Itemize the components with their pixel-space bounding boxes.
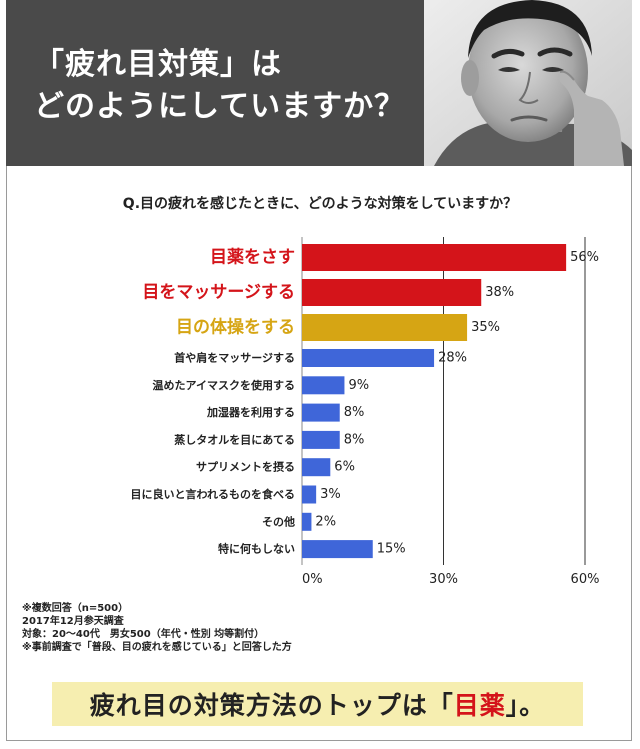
value-label-1: 38% [485,285,514,300]
category-label-8: 目に良いと言われるものを食べる [131,487,295,501]
conclusion-suffix: 」。 [505,691,546,720]
page-title: 「疲れ目対策」は どのようにしていますか？ [34,44,405,128]
category-label-2: 目の体操をする [176,317,295,338]
header-banner: 「疲れ目対策」は どのようにしていますか？ [6,0,632,166]
x-tick-label-1: 30% [429,572,458,587]
value-label-6: 8% [344,432,365,447]
conclusion-prefix: 疲れ目の対策方法のトップは「 [89,691,454,720]
title-line-1: 「疲れ目対策」は [34,47,282,82]
bar-7 [302,458,331,477]
x-tick-label-0: 0% [302,572,323,587]
bar-10 [302,540,373,559]
note-line: ※複数回答（n=500） [22,603,129,614]
value-label-0: 56% [570,250,599,265]
value-label-8: 3% [320,487,341,502]
bar-9 [302,512,312,531]
value-label-5: 8% [344,405,365,420]
category-label-3: 首や肩をマッサージする [174,351,295,365]
category-label-4: 温めたアイマスクを使用する [153,378,295,392]
value-label-2: 35% [471,320,500,335]
category-label-10: 特に何もしない [218,542,295,556]
chart-value-labels: 56% 38% 35% 28% 9% 8% 8% 6% 3% 2% 15% [315,250,599,557]
chart-category-labels: 目薬をさす目をマッサージする目の体操をする首や肩をマッサージする温めたアイマスク… [131,248,295,556]
bar-6 [302,430,340,449]
category-label-7: サプリメントを摂る [196,460,295,474]
bar-3 [302,349,435,367]
note-line: 2017年12月参天調査 [22,616,124,627]
bar-5 [302,403,340,422]
category-label-0: 目薬をさす [210,248,295,268]
man-rubbing-eye-photo [424,0,632,166]
bar-chart: 目薬をさす目をマッサージする目の体操をする首や肩をマッサージする温めたアイマスク… [131,237,599,587]
value-label-7: 6% [334,460,355,475]
category-label-5: 加湿器を利用する [206,405,295,419]
survey-question: Q.目の疲れを感じたときに、どのような対策をしていますか？ [122,196,518,212]
chart-bars [302,244,567,559]
category-label-1: 目をマッサージする [142,283,295,303]
value-label-10: 15% [377,542,406,557]
bar-1 [302,279,482,306]
value-label-3: 28% [438,351,467,366]
value-label-9: 2% [315,514,336,529]
bar-4 [302,376,345,395]
conclusion-banner: 疲れ目の対策方法のトップは「 目薬」。 [52,682,583,726]
bar-2 [302,314,468,341]
bar-0 [302,244,567,271]
note-line: ※事前調査で「普段、目の疲れを感じている」と回答した方 [22,642,292,653]
value-label-4: 9% [348,378,369,393]
bar-8 [302,485,317,504]
x-tick-label-2: 60% [571,572,600,587]
survey-notes: ※複数回答（n=500） 2017年12月参天調査 対象：20～40代 男女50… [22,602,292,654]
note-line: 対象：20～40代 男女500（年代・性別 均等割付） [22,629,265,640]
category-label-6: 蒸しタオルを目にあてる [174,432,295,446]
chart-axis-ticks: 0% 30% 60% [302,572,599,587]
category-label-9: その他 [262,514,295,528]
title-line-2: どのようにしていますか？ [34,89,406,124]
conclusion-highlight: 目薬 [453,691,506,720]
